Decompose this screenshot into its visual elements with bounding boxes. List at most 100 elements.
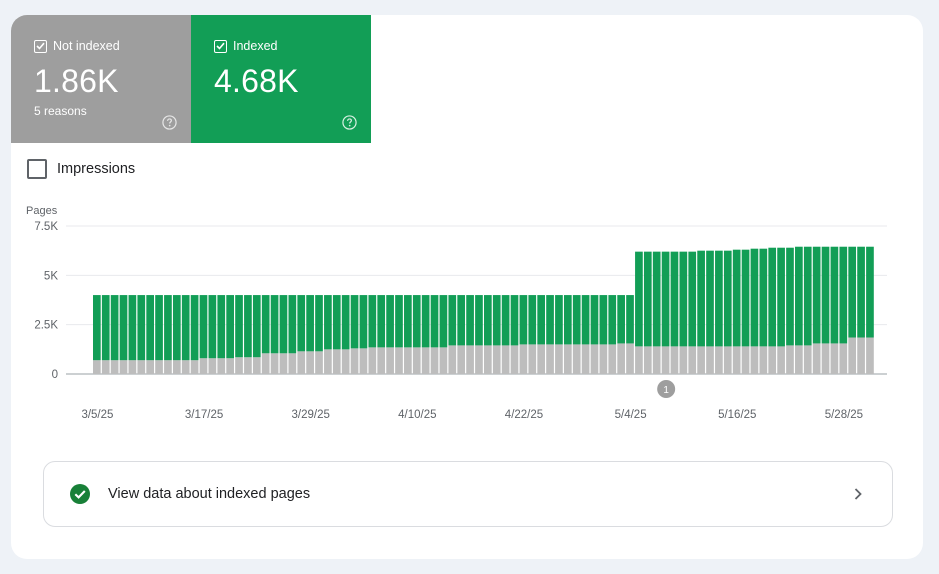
- bar-not-indexed: [270, 353, 279, 374]
- not-indexed-count: 1.86K: [34, 63, 119, 99]
- bar-indexed: [217, 295, 226, 359]
- bar-not-indexed: [404, 347, 412, 374]
- bar-not-indexed: [643, 346, 652, 374]
- bar-not-indexed: [581, 344, 590, 374]
- bar-not-indexed: [563, 344, 572, 374]
- bar-not-indexed: [759, 346, 768, 374]
- bar-not-indexed: [466, 345, 474, 374]
- bar-not-indexed: [492, 345, 501, 374]
- y-tick-label: 5K: [44, 270, 58, 282]
- bar-indexed: [581, 295, 590, 345]
- x-tick-label: 3/29/25: [292, 409, 330, 421]
- bar-not-indexed: [519, 344, 528, 374]
- bar-indexed: [226, 295, 234, 359]
- not-indexed-header: Not indexed: [34, 39, 120, 53]
- bar-not-indexed: [866, 337, 874, 374]
- bar-not-indexed: [617, 343, 625, 374]
- bar-indexed: [626, 295, 634, 344]
- bar-indexed: [199, 295, 208, 359]
- bar-indexed: [723, 250, 732, 347]
- bar-not-indexed: [857, 337, 865, 374]
- bar-indexed: [501, 295, 510, 346]
- bar-not-indexed: [199, 358, 208, 374]
- bar-indexed: [244, 295, 252, 358]
- bar-indexed: [555, 295, 563, 345]
- bar-not-indexed: [350, 348, 359, 374]
- bar-indexed: [599, 295, 608, 345]
- annotation-marker: [657, 380, 676, 398]
- bar-indexed: [519, 295, 528, 345]
- bar-not-indexed: [439, 347, 448, 374]
- bar-indexed: [137, 295, 146, 361]
- bar-not-indexed: [608, 344, 617, 374]
- bar-indexed: [457, 295, 466, 346]
- not-indexed-reasons: 5 reasons: [34, 104, 87, 118]
- bar-indexed: [679, 251, 688, 347]
- bar-not-indexed: [537, 344, 546, 374]
- bar-indexed: [795, 246, 803, 346]
- bar-not-indexed: [190, 360, 199, 374]
- bar-indexed: [297, 295, 306, 352]
- bar-not-indexed: [768, 346, 777, 374]
- bar-indexed: [697, 250, 705, 347]
- bar-not-indexed: [421, 347, 430, 374]
- impressions-checkbox[interactable]: [27, 159, 47, 179]
- bar-not-indexed: [181, 360, 190, 374]
- not-indexed-tile[interactable]: Not indexed 1.86K 5 reasons: [11, 15, 191, 143]
- indexing-chart: Pages 0 2.5K 5K 7.5K 3/5/25 3/17/25 3/29/25 4/10…: [26, 205, 887, 421]
- bar-indexed: [839, 246, 848, 344]
- bar-not-indexed: [777, 346, 785, 374]
- indexed-checkbox[interactable]: [214, 39, 227, 53]
- bar-not-indexed: [155, 360, 163, 374]
- bar-indexed: [750, 248, 759, 347]
- bar-not-indexed: [572, 344, 581, 374]
- help-icon[interactable]: [162, 115, 177, 130]
- view-indexed-pages-link[interactable]: View data about indexed pages: [43, 461, 893, 527]
- bar-not-indexed: [652, 346, 661, 374]
- bar-indexed: [315, 295, 323, 352]
- bar-indexed: [350, 295, 359, 349]
- indexed-tile[interactable]: Indexed 4.68K: [191, 15, 371, 143]
- bar-indexed: [421, 295, 430, 348]
- bar-indexed: [741, 249, 750, 347]
- bar-not-indexed: [279, 353, 288, 374]
- bar-not-indexed: [430, 347, 439, 374]
- bar-indexed: [235, 295, 243, 358]
- bar-not-indexed: [101, 360, 110, 374]
- not-indexed-checkbox[interactable]: [34, 39, 47, 53]
- bar-not-indexed: [750, 346, 759, 374]
- bar-indexed: [715, 250, 723, 347]
- impressions-toggle[interactable]: Impressions: [27, 159, 135, 179]
- bar-not-indexed: [448, 345, 457, 374]
- bar-indexed: [404, 295, 412, 348]
- page-indexing-card: Not indexed 1.86K 5 reasons Indexed 4.68…: [11, 15, 923, 559]
- bar-not-indexed: [235, 357, 243, 374]
- x-tick-label: 5/28/25: [825, 409, 863, 421]
- bar-indexed: [572, 295, 581, 345]
- bar-indexed: [128, 295, 137, 361]
- bar-indexed: [635, 251, 643, 347]
- bar-not-indexed: [475, 345, 483, 374]
- bar-indexed: [484, 295, 492, 346]
- bar-not-indexed: [395, 347, 403, 374]
- bar-indexed: [448, 295, 457, 346]
- bar-not-indexed: [341, 349, 350, 374]
- bar-indexed: [377, 295, 386, 348]
- bar-indexed: [164, 295, 172, 361]
- bar-indexed: [812, 246, 821, 344]
- help-icon[interactable]: [342, 115, 357, 130]
- bar-not-indexed: [688, 346, 697, 374]
- bar-indexed: [252, 295, 261, 358]
- bar-not-indexed: [244, 357, 252, 374]
- bar-indexed: [306, 295, 314, 352]
- view-indexed-pages-label: View data about indexed pages: [108, 486, 311, 502]
- bar-not-indexed: [412, 347, 421, 374]
- bar-not-indexed: [377, 347, 386, 374]
- bar-not-indexed: [501, 345, 510, 374]
- bar-not-indexed: [457, 345, 466, 374]
- bar-not-indexed: [93, 360, 101, 374]
- bar-not-indexed: [848, 337, 857, 374]
- bar-indexed: [110, 295, 119, 361]
- bar-not-indexed: [324, 349, 332, 374]
- bar-indexed: [706, 250, 714, 347]
